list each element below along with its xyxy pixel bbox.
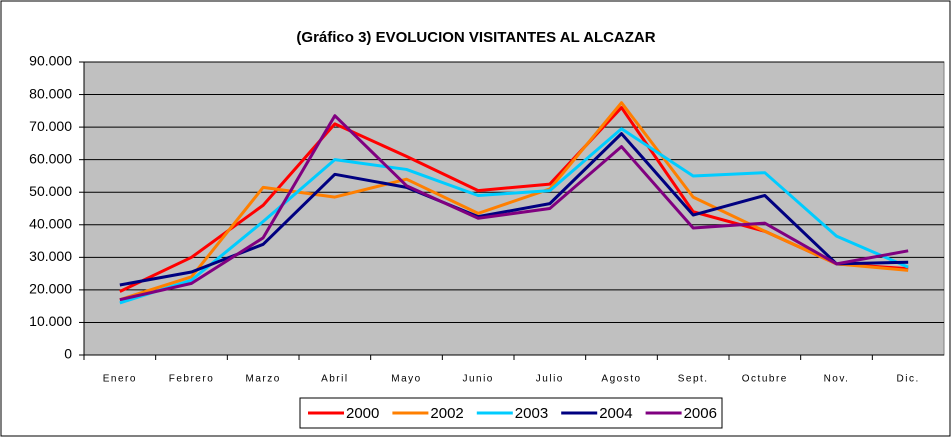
x-tick-label: Dic. (897, 374, 920, 385)
legend-label: 2002 (430, 405, 463, 422)
x-tick-label: Julio (536, 374, 564, 385)
x-tick-label: Febrero (169, 374, 215, 385)
x-tick-label: Agosto (601, 374, 641, 385)
series-line (119, 114, 909, 302)
y-tick-label: 20.000 (29, 281, 72, 297)
legend-label: 2003 (515, 405, 548, 422)
plot-area (83, 61, 945, 356)
series-line (119, 101, 909, 302)
y-tick-label: 70.000 (29, 118, 72, 134)
legend-label: 2004 (599, 405, 632, 422)
x-tick-label: Nov. (824, 374, 850, 385)
chart-title: (Gráfico 3) EVOLUCION VISITANTES AL ALCA… (296, 29, 655, 46)
y-tick-label: 0 (64, 346, 72, 362)
legend-label: 2006 (684, 405, 717, 422)
y-tick-label: 40.000 (29, 215, 72, 231)
x-tick-label: Mayo (391, 374, 421, 385)
y-tick-label: 90.000 (29, 53, 72, 69)
x-tick-label: Junio (462, 374, 493, 385)
legend-label: 2000 (346, 405, 379, 422)
y-tick-label: 50.000 (29, 183, 72, 199)
series-line (119, 127, 909, 305)
x-tick-label: Octubre (742, 374, 788, 385)
x-tick-label: Abril (321, 374, 349, 385)
y-tick-label: 60.000 (29, 150, 72, 166)
x-tick-label: Enero (103, 374, 137, 385)
series-line (119, 132, 909, 287)
x-tick-label: Marzo (246, 374, 281, 385)
x-tick-label: Sept. (678, 374, 709, 385)
y-tick-label: 30.000 (29, 248, 72, 264)
y-tick-label: 10.000 (29, 313, 72, 329)
y-tick-label: 80.000 (29, 85, 72, 101)
